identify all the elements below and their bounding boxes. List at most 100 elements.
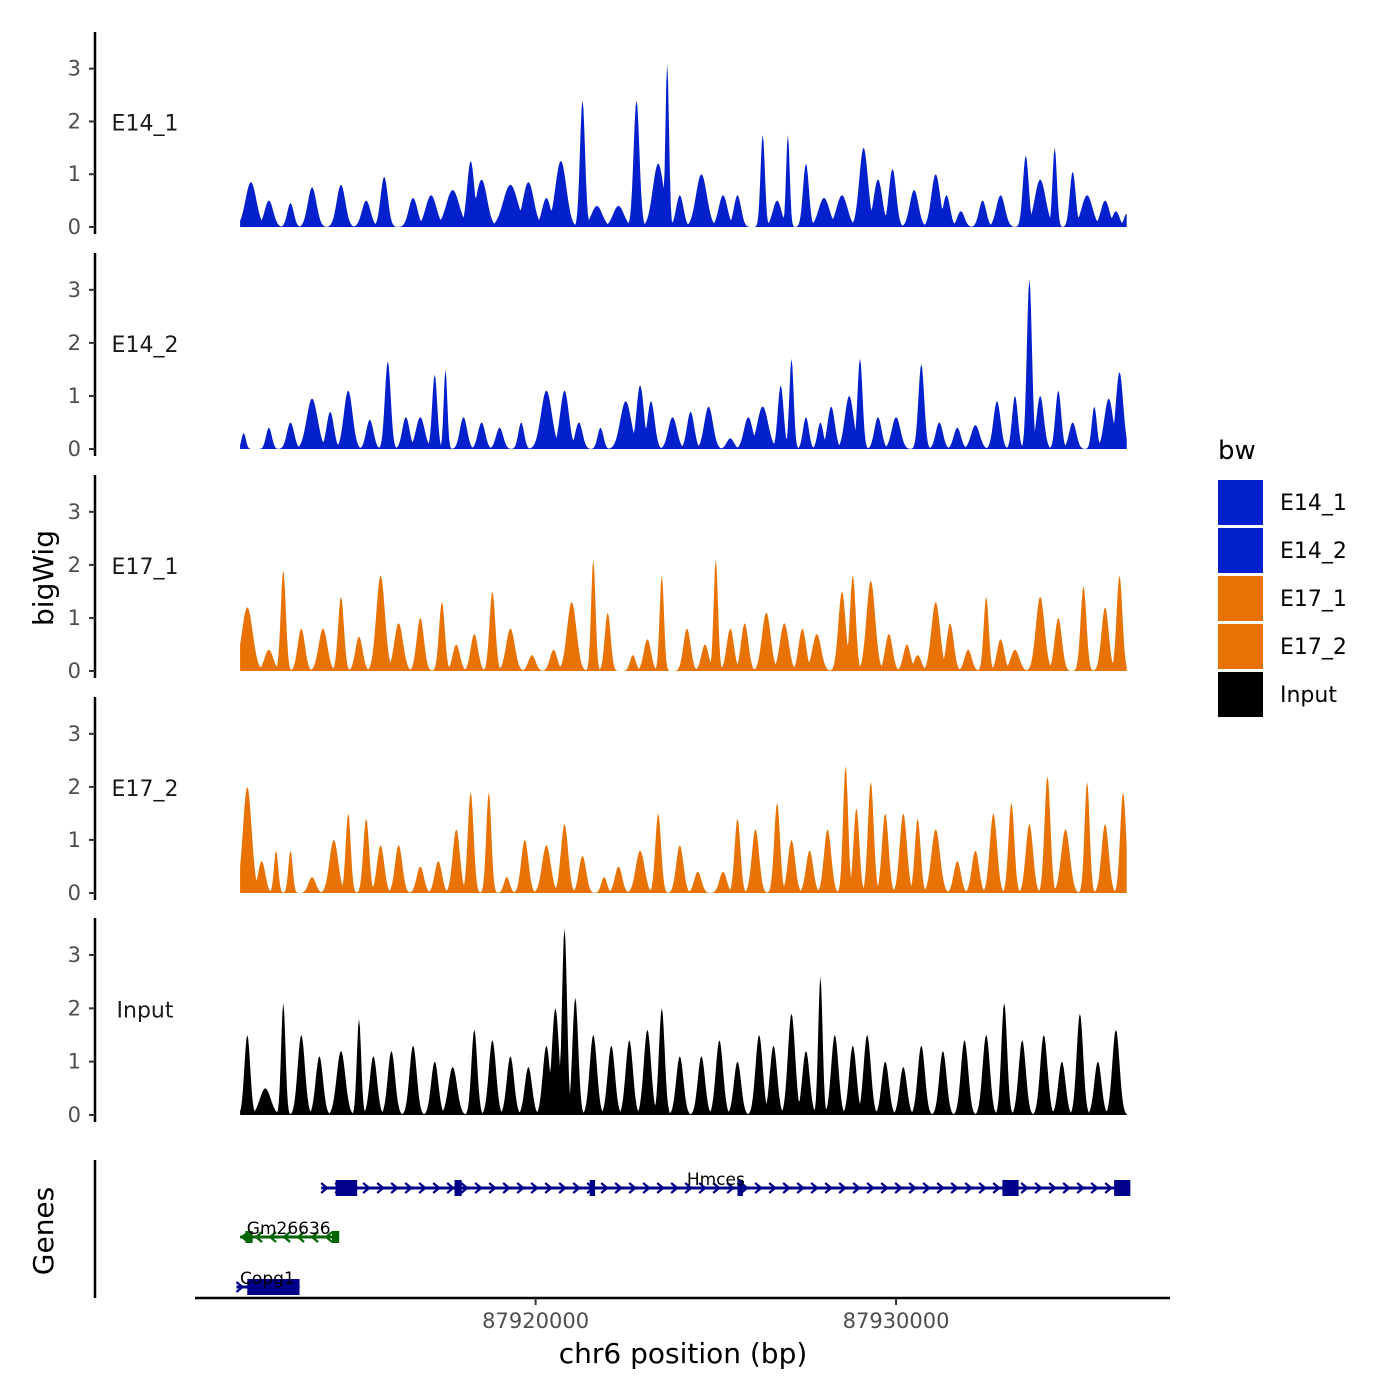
strand-chevron <box>320 1182 329 1194</box>
strand-chevron <box>796 1182 805 1194</box>
gene-Gm26636: Gm26636 <box>240 1219 340 1243</box>
track-area-E17_2 <box>240 765 1127 893</box>
y-axis-title: bigWig <box>27 530 60 626</box>
y-tick-label: 1 <box>68 162 81 186</box>
y-tick-label: 2 <box>68 331 81 355</box>
strand-chevron <box>432 1182 441 1194</box>
strand-chevron <box>810 1182 819 1194</box>
y-tick-label: 2 <box>68 996 81 1020</box>
strand-chevron <box>362 1182 371 1194</box>
strand-chevron <box>712 1182 721 1194</box>
strand-chevron <box>670 1182 679 1194</box>
legend-swatch <box>1218 528 1263 573</box>
y-tick-label: 1 <box>68 828 81 852</box>
legend-item-E17_2: E17_2 <box>1218 624 1347 669</box>
strand-chevron <box>1062 1182 1071 1194</box>
gene-label: Hmces <box>687 1170 745 1190</box>
x-tick-label: 87920000 <box>482 1309 589 1333</box>
exon <box>247 1279 300 1295</box>
genes-axis-title: Genes <box>27 1187 60 1275</box>
legend-item-E14_1: E14_1 <box>1218 480 1347 525</box>
track-label: E17_1 <box>112 555 179 580</box>
strand-chevron <box>1034 1182 1043 1194</box>
strand-chevron <box>268 1231 277 1243</box>
track-area-E17_1 <box>240 559 1127 671</box>
strand-chevron <box>936 1182 945 1194</box>
gene-label: Gm26636 <box>247 1219 331 1239</box>
strand-chevron <box>698 1182 707 1194</box>
legend-label: Input <box>1280 683 1337 708</box>
strand-chevron <box>656 1182 665 1194</box>
y-tick-label: 3 <box>68 500 81 524</box>
y-tick-label: 3 <box>68 722 81 746</box>
exon <box>245 1231 253 1243</box>
y-tick-label: 1 <box>68 384 81 408</box>
exon <box>737 1180 743 1196</box>
x-axis: 87920000 87930000 <box>195 1296 1170 1333</box>
strand-chevron <box>282 1231 291 1243</box>
legend-item-Input: Input <box>1218 672 1337 717</box>
strand-chevron <box>558 1182 567 1194</box>
track-E17_2: 0 1 2 3 E17_2 <box>68 697 1127 905</box>
strand-chevron <box>768 1182 777 1194</box>
y-tick-label: 1 <box>68 1050 81 1074</box>
strand-chevron <box>964 1182 973 1194</box>
y-tick-label: 2 <box>68 775 81 799</box>
strand-chevron <box>516 1182 525 1194</box>
strand-chevron <box>992 1182 1001 1194</box>
y-tick-label: 3 <box>68 278 81 302</box>
y-tick-label: 1 <box>68 606 81 630</box>
strand-chevron <box>684 1182 693 1194</box>
y-tick-label: 2 <box>68 109 81 133</box>
legend-title: bw <box>1218 436 1256 466</box>
strand-chevron <box>488 1182 497 1194</box>
strand-chevron <box>754 1182 763 1194</box>
strand-chevron <box>866 1182 875 1194</box>
exon <box>454 1180 462 1196</box>
strand-chevron <box>324 1231 333 1243</box>
gene-Copg1: Copg1 <box>235 1269 301 1295</box>
track-label: E17_2 <box>112 777 179 802</box>
y-tick-label: 3 <box>68 57 81 81</box>
exon <box>589 1180 596 1196</box>
exon <box>331 1231 340 1243</box>
legend-swatch <box>1218 480 1263 525</box>
legend-label: E14_2 <box>1280 539 1347 564</box>
strand-chevron <box>1048 1182 1057 1194</box>
y-tick-label: 2 <box>68 553 81 577</box>
exon <box>335 1180 358 1196</box>
track-label: E14_1 <box>112 111 179 136</box>
strand-chevron <box>296 1231 305 1243</box>
strand-chevron <box>376 1182 385 1194</box>
legend-label: E17_2 <box>1280 635 1347 660</box>
strand-chevron <box>838 1182 847 1194</box>
track-Input: 0 1 2 3 Input <box>68 918 1127 1127</box>
strand-chevron <box>1020 1182 1029 1194</box>
coverage-tracks: 0 1 2 3 E14_1 0 1 2 3 E14_2 0 1 2 3 E17_1 0 1 2 3 E17_2 0 1 2 3… <box>68 32 1127 1127</box>
strand-chevron <box>628 1182 637 1194</box>
strand-chevron <box>824 1182 833 1194</box>
strand-chevron <box>726 1182 735 1194</box>
strand-chevron <box>544 1182 553 1194</box>
legend-swatch <box>1218 576 1263 621</box>
strand-chevron <box>782 1182 791 1194</box>
strand-chevron <box>502 1182 511 1194</box>
strand-chevron <box>474 1182 483 1194</box>
strand-chevron <box>880 1182 889 1194</box>
strand-chevron <box>894 1182 903 1194</box>
strand-chevron <box>852 1182 861 1194</box>
legend-label: E14_1 <box>1280 491 1347 516</box>
track-label: Input <box>117 998 174 1023</box>
strand-chevron <box>600 1182 609 1194</box>
strand-chevron <box>614 1182 623 1194</box>
exon <box>1002 1180 1019 1196</box>
gene-annotation-panel: Hmces Gm26636 Copg1 <box>93 1160 1131 1298</box>
strand-chevron <box>530 1182 539 1194</box>
gene-Hmces: Hmces <box>320 1170 1131 1196</box>
y-tick-label: 0 <box>68 881 81 905</box>
y-tick-label: 0 <box>68 659 81 683</box>
exon <box>1114 1180 1131 1196</box>
strand-chevron <box>950 1182 959 1194</box>
track-E14_2: 0 1 2 3 E14_2 <box>68 253 1127 461</box>
gene-label: Copg1 <box>240 1269 295 1289</box>
